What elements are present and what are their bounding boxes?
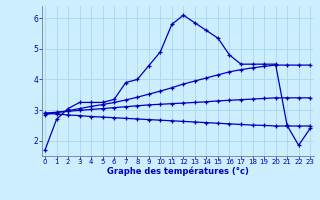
X-axis label: Graphe des températures (°c): Graphe des températures (°c) bbox=[107, 167, 249, 176]
